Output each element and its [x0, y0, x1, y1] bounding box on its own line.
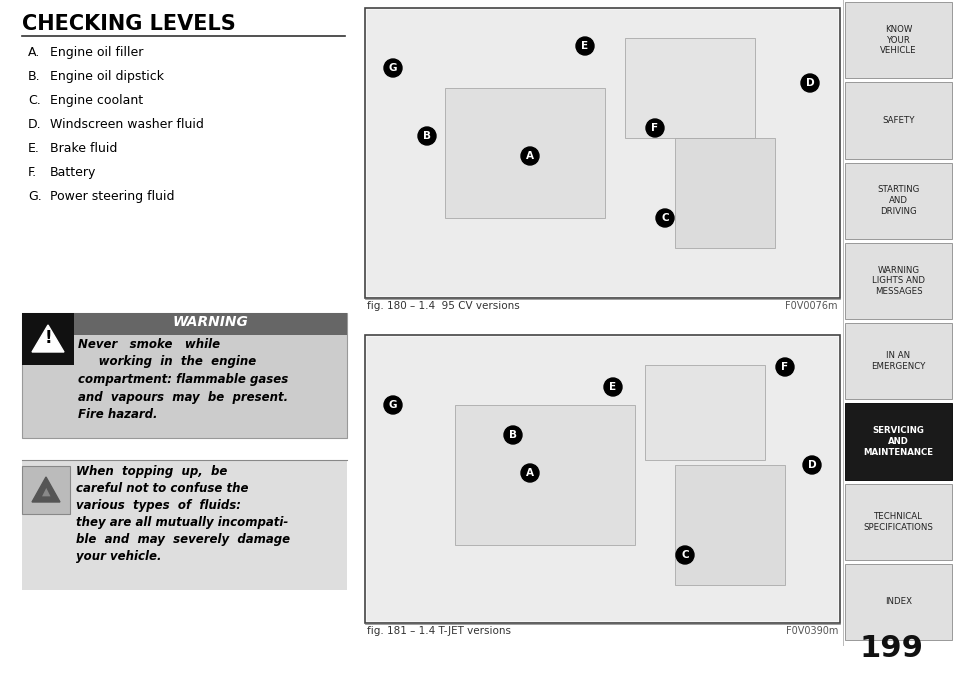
Text: WARNING: WARNING [172, 315, 248, 329]
Text: Windscreen washer fluid: Windscreen washer fluid [50, 118, 204, 131]
Text: C: C [660, 213, 668, 223]
Circle shape [384, 396, 401, 414]
Bar [22, 460, 347, 590]
Text: F.: F. [28, 166, 37, 179]
Bar [444, 88, 604, 218]
Circle shape [801, 74, 818, 92]
Text: C.: C. [28, 94, 41, 107]
Bar [844, 2, 951, 78]
Bar [365, 335, 840, 623]
Bar [624, 38, 754, 138]
Bar [22, 313, 74, 365]
Text: D: D [807, 460, 816, 470]
Bar [844, 162, 951, 239]
Circle shape [645, 119, 663, 137]
Circle shape [775, 358, 793, 376]
Circle shape [802, 456, 821, 474]
Text: Engine oil dipstick: Engine oil dipstick [50, 70, 164, 83]
Bar [844, 243, 951, 319]
Text: C: C [680, 550, 688, 560]
Text: KNOW
YOUR
VEHICLE: KNOW YOUR VEHICLE [880, 25, 916, 55]
Bar [844, 403, 951, 479]
Circle shape [656, 209, 673, 227]
Text: B.: B. [28, 70, 41, 83]
Bar [22, 313, 347, 438]
Text: INDEX: INDEX [884, 598, 911, 606]
Text: fig. 180 – 1.4  95 CV versions: fig. 180 – 1.4 95 CV versions [367, 301, 519, 311]
Bar [644, 365, 764, 460]
Text: When  topping  up,  be
careful not to confuse the
various  types  of  fluids:
th: When topping up, be careful not to confu… [76, 465, 290, 563]
Text: A.: A. [28, 46, 40, 59]
Circle shape [603, 378, 621, 396]
Text: F0V0390m: F0V0390m [785, 626, 837, 636]
Circle shape [384, 59, 401, 77]
Text: Engine oil filler: Engine oil filler [50, 46, 143, 59]
Bar [74, 313, 347, 335]
Bar [367, 10, 837, 296]
Text: E.: E. [28, 142, 40, 155]
Text: CHECKING LEVELS: CHECKING LEVELS [22, 14, 235, 34]
Text: Engine coolant: Engine coolant [50, 94, 143, 107]
Text: A: A [525, 468, 534, 478]
Text: TECHNICAL
SPECIFICATIONS: TECHNICAL SPECIFICATIONS [862, 511, 932, 532]
Text: B: B [509, 430, 517, 440]
Text: G: G [388, 400, 396, 410]
Text: E: E [609, 382, 616, 392]
Text: F: F [781, 362, 788, 372]
Bar [844, 323, 951, 399]
Circle shape [503, 426, 521, 444]
Bar [455, 405, 635, 545]
Bar [367, 337, 837, 621]
Bar [675, 465, 784, 585]
Text: fig. 181 – 1.4 T-JET versions: fig. 181 – 1.4 T-JET versions [367, 626, 511, 636]
Polygon shape [32, 477, 60, 502]
Text: B: B [422, 131, 431, 141]
Text: SAFETY: SAFETY [882, 116, 914, 125]
Polygon shape [32, 325, 64, 352]
Text: STARTING
AND
DRIVING: STARTING AND DRIVING [877, 185, 919, 216]
Text: E: E [580, 41, 588, 51]
Circle shape [520, 464, 538, 482]
Circle shape [520, 147, 538, 165]
Text: IN AN
EMERGENCY: IN AN EMERGENCY [870, 351, 924, 371]
Text: D.: D. [28, 118, 42, 131]
Text: 199: 199 [859, 634, 923, 663]
Bar [844, 483, 951, 560]
Bar [365, 8, 840, 298]
Text: F0V0076m: F0V0076m [784, 301, 837, 311]
Text: Never   smoke   while
     working  in  the  engine
compartment: flammable gases: Never smoke while working in the engine … [78, 338, 288, 421]
Circle shape [676, 546, 693, 564]
Text: G: G [388, 63, 396, 73]
Circle shape [417, 127, 436, 145]
Text: D: D [805, 78, 814, 88]
Text: Battery: Battery [50, 166, 96, 179]
Circle shape [576, 37, 594, 55]
Text: SERVICING
AND
MAINTENANCE: SERVICING AND MAINTENANCE [862, 426, 933, 456]
Text: !: ! [44, 329, 51, 347]
Bar [844, 82, 951, 159]
Text: ▲: ▲ [42, 487, 51, 497]
Text: G.: G. [28, 190, 42, 203]
Text: WARNING
LIGHTS AND
MESSAGES: WARNING LIGHTS AND MESSAGES [871, 266, 924, 296]
Bar [22, 466, 70, 514]
Text: A: A [525, 151, 534, 161]
Text: Power steering fluid: Power steering fluid [50, 190, 174, 203]
Bar [675, 138, 774, 248]
Text: Brake fluid: Brake fluid [50, 142, 117, 155]
Bar [844, 564, 951, 640]
Text: F: F [651, 123, 658, 133]
